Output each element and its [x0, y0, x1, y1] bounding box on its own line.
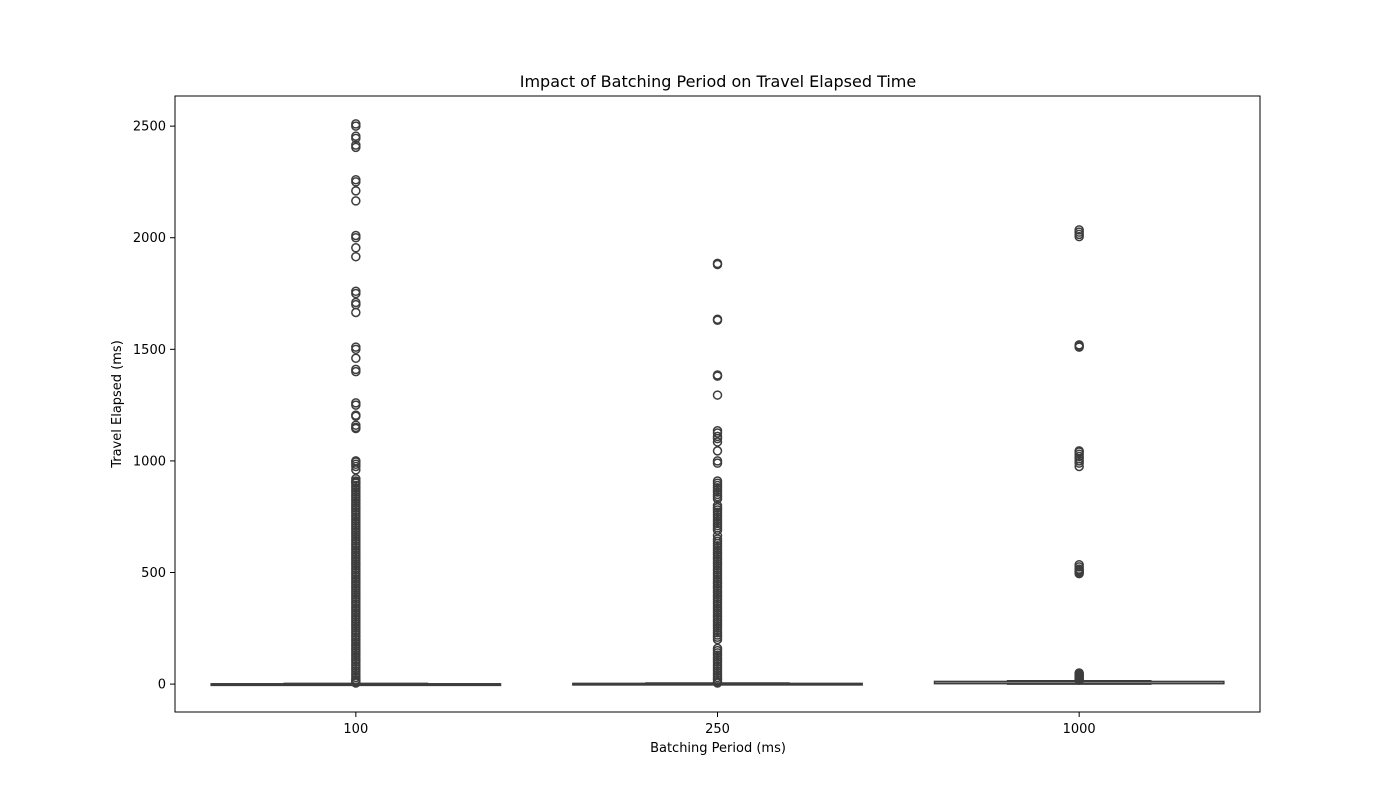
outlier-point: [351, 307, 361, 318]
y-axis-label: Travel Elapsed (ms): [110, 340, 125, 469]
outlier-point: [351, 196, 361, 206]
outlier-point: [351, 288, 361, 299]
outlier-point: [712, 428, 723, 438]
outlier-point: [351, 465, 361, 475]
outlier-point: [1074, 675, 1084, 685]
outlier-point: [351, 366, 361, 377]
outlier-point: [351, 678, 361, 688]
outlier-point: [351, 243, 361, 253]
outlier-point: [1074, 231, 1084, 242]
outlier-point: [351, 400, 361, 410]
x-tick-label: 100: [343, 722, 368, 737]
outlier-point: [712, 446, 723, 456]
outlier-point: [1074, 568, 1084, 579]
outlier-point: [712, 678, 723, 688]
outlier-point: [351, 423, 361, 434]
outlier-point: [351, 186, 361, 196]
outlier-point: [1074, 342, 1084, 352]
outlier-point: [712, 634, 723, 645]
outlier-point: [351, 411, 361, 422]
outlier-point: [351, 177, 361, 187]
plot-area: 0 500 1000 1500 2000 2500 100 250 1000: [133, 119, 1225, 737]
y-tick-label: 2500: [133, 120, 166, 135]
y-tick-label: 0: [158, 678, 166, 693]
y-tick-label: 500: [141, 566, 166, 581]
outlier-point: [712, 315, 723, 326]
y-tick-label: 1000: [133, 454, 166, 469]
y-tick-label: 1500: [133, 343, 166, 358]
chart-title: Impact of Batching Period on Travel Elap…: [520, 72, 916, 91]
outlier-point: [351, 461, 361, 472]
x-tick-label: 1000: [1063, 722, 1096, 737]
outlier-point: [712, 390, 723, 400]
outlier-point: [712, 433, 723, 444]
outlier-point: [351, 344, 361, 355]
outlier-point: [351, 142, 361, 153]
plot-frame: [174, 95, 1261, 713]
outlier-point: [712, 437, 723, 447]
outlier-point: [712, 525, 723, 535]
outlier-point: [1074, 461, 1084, 472]
outlier-point: [712, 458, 723, 468]
outlier-point: [351, 232, 361, 243]
outlier-point: [1074, 458, 1084, 468]
outlier-point: [351, 133, 361, 144]
outlier-point: [712, 371, 723, 381]
x-axis-label: Batching Period (ms): [650, 741, 786, 756]
outlier-point: [351, 121, 361, 131]
outlier-point: [351, 353, 361, 363]
outlier-point: [712, 259, 723, 270]
outlier-point: [712, 494, 723, 504]
x-tick-label: 250: [705, 722, 730, 737]
outlier-point: [351, 251, 361, 262]
y-tick-label: 2000: [133, 231, 166, 246]
